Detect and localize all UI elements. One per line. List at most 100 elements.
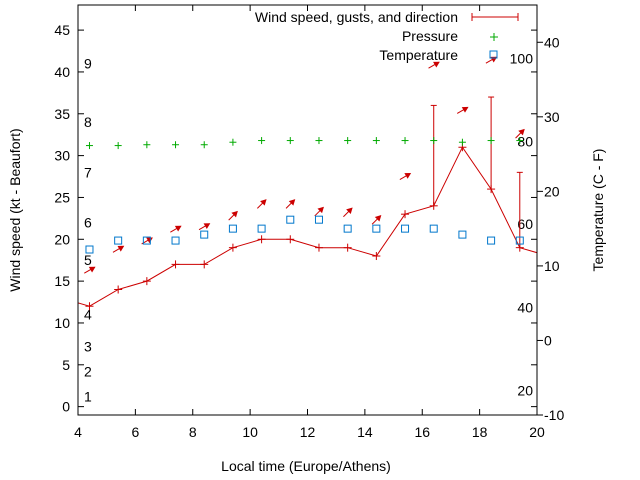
temperature-point bbox=[200, 230, 209, 239]
y-tick-label: 15 bbox=[54, 273, 70, 289]
pressure-series bbox=[85, 137, 524, 150]
fahrenheit-label: 60 bbox=[517, 216, 533, 232]
wind-arrow-head bbox=[231, 210, 238, 218]
temperature-point bbox=[343, 224, 352, 233]
wind-arrow-head bbox=[317, 206, 324, 214]
legend-key-temperature bbox=[489, 50, 498, 59]
x-axis-ticks: 4 6 8 10 12 14 16 18 20 bbox=[74, 5, 545, 440]
beaufort-label: 4 bbox=[84, 307, 92, 323]
y2-tick-label: 40 bbox=[544, 34, 560, 50]
x-tick-label: 18 bbox=[472, 424, 488, 440]
wind-arrow-head bbox=[433, 61, 440, 68]
plot-frame bbox=[77, 4, 538, 416]
pressure-point bbox=[258, 137, 266, 145]
x-tick-label: 12 bbox=[300, 424, 316, 440]
y-tick-label: 0 bbox=[62, 399, 70, 415]
temperature-point bbox=[286, 215, 295, 224]
temperature-point bbox=[314, 215, 323, 224]
y2-tick-label: 0 bbox=[544, 332, 552, 348]
y-tick-label: 10 bbox=[54, 315, 70, 331]
legend-key-pressure bbox=[490, 33, 498, 41]
x-tick-label: 6 bbox=[131, 424, 139, 440]
x-tick-label: 20 bbox=[529, 424, 545, 440]
wind-arrow-head bbox=[174, 225, 182, 232]
wind-arrow-head bbox=[374, 215, 382, 222]
y2-tick-label: 30 bbox=[544, 109, 560, 125]
temperature-point bbox=[228, 224, 237, 233]
beaufort-label: 9 bbox=[84, 56, 92, 72]
beaufort-label: 1 bbox=[84, 389, 92, 405]
pressure-point bbox=[229, 138, 237, 146]
temperature-point bbox=[114, 236, 123, 245]
beaufort-label: 5 bbox=[84, 252, 92, 268]
beaufort-scale: 1 2 3 4 5 6 7 8 9 bbox=[84, 56, 92, 405]
pressure-point bbox=[487, 137, 495, 145]
y2-tick-label: 20 bbox=[544, 183, 560, 199]
temperature-point bbox=[257, 224, 266, 233]
temperature-point bbox=[487, 236, 496, 245]
temperature-point bbox=[515, 236, 524, 245]
beaufort-label: 2 bbox=[84, 363, 92, 379]
beaufort-label: 6 bbox=[84, 215, 92, 231]
fahrenheit-label: 20 bbox=[517, 382, 533, 398]
y-tick-label: 20 bbox=[54, 231, 70, 247]
pressure-point bbox=[114, 142, 122, 150]
wind-arrow-head bbox=[461, 106, 469, 113]
pressure-point bbox=[430, 137, 438, 145]
y-axis-title: Wind speed (kt - Beaufort) bbox=[7, 128, 23, 291]
fahrenheit-label: 80 bbox=[517, 133, 533, 149]
x-tick-label: 10 bbox=[242, 424, 258, 440]
pressure-point bbox=[344, 137, 352, 145]
fahrenheit-label: 40 bbox=[517, 300, 533, 316]
beaufort-label: 3 bbox=[84, 338, 92, 354]
wind-arrow-head bbox=[288, 199, 296, 206]
temperature-point bbox=[429, 224, 438, 233]
y-tick-label: 25 bbox=[54, 189, 70, 205]
y2-tick-label: 10 bbox=[544, 258, 560, 274]
legend-label-wind: Wind speed, gusts, and direction bbox=[255, 9, 458, 25]
x-axis-title: Local time (Europe/Athens) bbox=[221, 458, 391, 474]
temperature-point bbox=[458, 230, 467, 239]
temperature-series bbox=[85, 215, 524, 254]
pressure-point bbox=[172, 141, 180, 149]
legend-key-wind bbox=[471, 13, 519, 21]
wind-arrow-head bbox=[203, 223, 211, 229]
wind-arrow-head bbox=[260, 199, 267, 206]
right-axis-ticks: -10 0 10 20 30 40 bbox=[537, 34, 564, 423]
pressure-point bbox=[315, 137, 323, 145]
x-tick-label: 16 bbox=[414, 424, 430, 440]
y2-axis-title: Temperature (C - F) bbox=[590, 149, 606, 272]
y-tick-label: 40 bbox=[54, 64, 70, 80]
y-tick-label: 30 bbox=[54, 148, 70, 164]
temperature-point bbox=[401, 224, 410, 233]
pressure-point bbox=[286, 137, 294, 145]
pressure-point bbox=[372, 137, 380, 145]
x-tick-label: 8 bbox=[189, 424, 197, 440]
pressure-point bbox=[401, 137, 409, 145]
wind-arrow-head bbox=[404, 173, 412, 179]
y-tick-label: 5 bbox=[62, 357, 70, 373]
pressure-point bbox=[85, 142, 93, 150]
y2-tick-label: -10 bbox=[544, 407, 564, 423]
pressure-point bbox=[458, 138, 466, 146]
y-tick-label: 35 bbox=[54, 106, 70, 122]
wind-speed-line bbox=[78, 146, 537, 307]
pressure-point bbox=[516, 137, 524, 145]
pressure-point bbox=[200, 141, 208, 149]
legend-label-pressure: Pressure bbox=[402, 28, 458, 44]
wind-arrow-head bbox=[117, 245, 125, 252]
fahrenheit-label: 100 bbox=[510, 51, 534, 67]
temperature-point bbox=[372, 224, 381, 233]
legend-label-temperature: Temperature bbox=[379, 47, 458, 63]
x-tick-label: 14 bbox=[357, 424, 373, 440]
temperature-point bbox=[171, 236, 180, 245]
legend: Wind speed, gusts, and direction Pressur… bbox=[255, 9, 519, 63]
beaufort-label: 7 bbox=[84, 164, 92, 180]
wind-arrow-head bbox=[88, 266, 96, 273]
wind-arrow-head bbox=[346, 207, 353, 215]
wind-arrow-head bbox=[518, 128, 525, 136]
temperature-point bbox=[142, 236, 151, 245]
